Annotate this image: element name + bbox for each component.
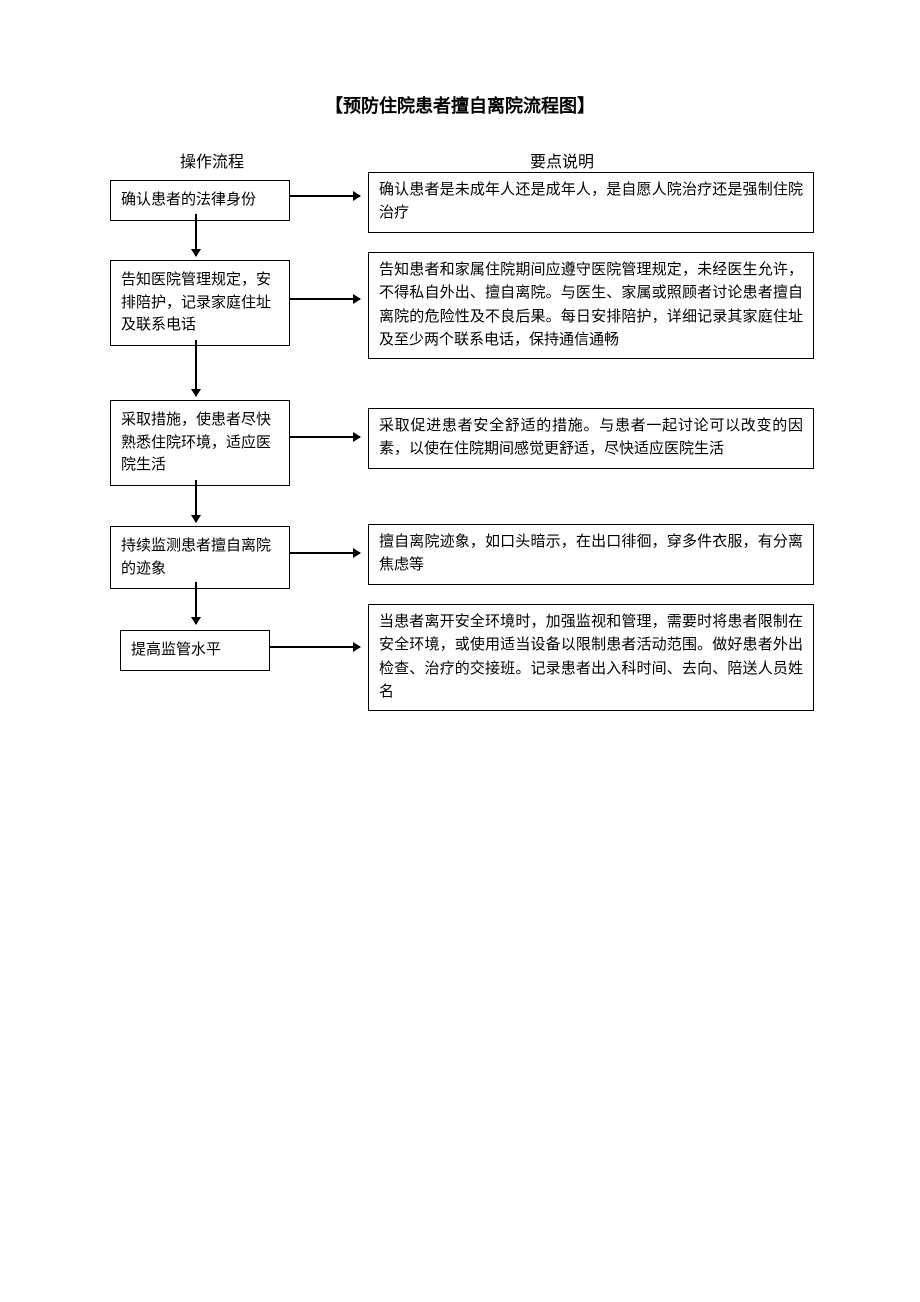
step-box-1: 确认患者的法律身份 [110, 180, 290, 221]
step-box-5: 提高监管水平 [120, 630, 270, 671]
arrow-right-5 [270, 646, 360, 648]
step-box-3: 采取措施，使患者尽快熟悉住院环境，适应医院生活 [110, 400, 290, 486]
desc-box-3: 采取促进患者安全舒适的措施。与患者一起讨论可以改变的因素，以使在住院期间感觉更舒… [368, 408, 814, 469]
arrow-down-2 [195, 340, 197, 396]
desc-box-5: 当患者离开安全环境时，加强监视和管理，需要时将患者限制在安全环境，或使用适当设备… [368, 604, 814, 711]
arrow-down-3 [195, 480, 197, 522]
arrow-down-1 [195, 214, 197, 256]
arrow-right-3 [290, 436, 360, 438]
arrow-right-4 [290, 552, 360, 554]
arrow-right-1 [290, 195, 360, 197]
step-box-4: 持续监测患者擅自离院的迹象 [110, 526, 290, 589]
step-box-2: 告知医院管理规定，安排陪护，记录家庭住址及联系电话 [110, 260, 290, 346]
column-header-process: 操作流程 [180, 148, 244, 172]
desc-box-1: 确认患者是未成年人还是成年人，是自愿人院治疗还是强制住院治疗 [368, 172, 814, 233]
page-title: 【预防住院患者擅自离院流程图】 [0, 92, 920, 118]
desc-box-2: 告知患者和家属住院期间应遵守医院管理规定，未经医生允许，不得私自外出、擅自离院。… [368, 252, 814, 359]
arrow-right-2 [290, 298, 360, 300]
column-header-notes: 要点说明 [530, 148, 594, 172]
arrow-down-4 [195, 582, 197, 624]
desc-box-4: 擅自离院迹象，如口头暗示，在出口徘徊，穿多件衣服，有分离焦虑等 [368, 524, 814, 585]
